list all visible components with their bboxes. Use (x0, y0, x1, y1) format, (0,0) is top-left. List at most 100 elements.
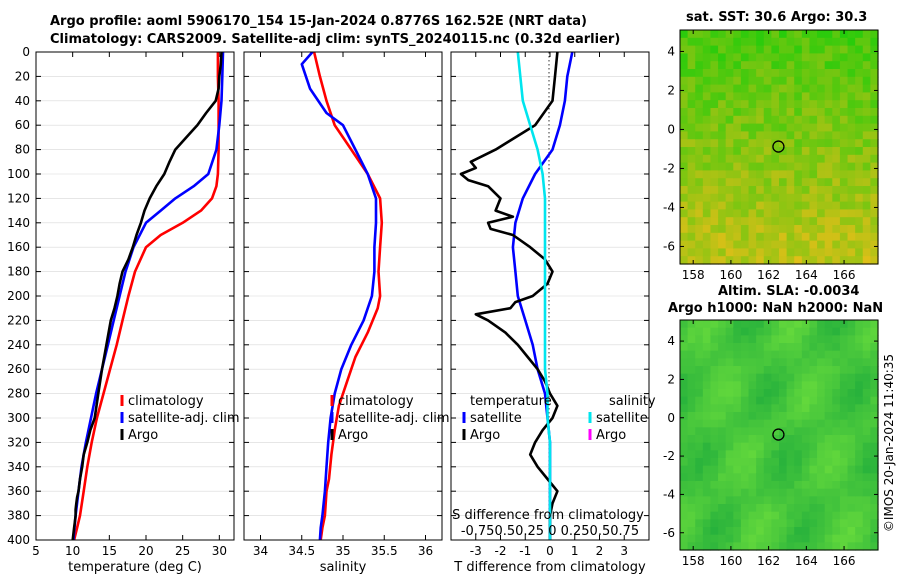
map-cell (794, 123, 803, 132)
map-cell (779, 488, 788, 497)
map-cell (786, 186, 795, 195)
map-cell (832, 256, 841, 265)
map-cell (718, 450, 727, 459)
map-cell (779, 327, 788, 336)
map-cell (756, 527, 765, 536)
map-cell (862, 519, 871, 528)
map-cell (680, 193, 689, 203)
map-cell (756, 76, 765, 86)
map-cell (756, 496, 765, 505)
map-cell (870, 84, 879, 93)
map-cell (855, 358, 864, 367)
map-cell (862, 527, 871, 536)
map-cell (695, 373, 704, 382)
map-cell (817, 178, 826, 187)
map-cell (771, 45, 780, 54)
map-cell (870, 373, 879, 382)
y-tick-label: 280 (7, 387, 30, 401)
map-cell (809, 381, 818, 390)
map-cell (740, 170, 750, 179)
map-cell (733, 84, 742, 93)
map-cell (862, 193, 871, 203)
map-cell (725, 201, 734, 210)
map-cell (870, 115, 879, 125)
map-cell (862, 162, 871, 171)
map-cell (832, 240, 841, 249)
map-cell (786, 53, 795, 62)
map-cell (862, 100, 871, 109)
map-cell (748, 419, 757, 428)
map-cell (809, 488, 818, 497)
map-cell (725, 404, 734, 413)
map-cell (832, 450, 841, 459)
map-cell (680, 123, 689, 132)
map-cell (740, 396, 750, 405)
map-cell (702, 53, 712, 62)
map-cell (817, 450, 826, 459)
map-cell (756, 193, 765, 203)
map-cell (855, 248, 864, 257)
map-cell (794, 404, 803, 413)
map-cell (809, 412, 818, 421)
map-cell (794, 232, 803, 242)
map-cell (862, 256, 871, 265)
map-cell (786, 419, 795, 428)
map-cell (702, 465, 712, 474)
map-cell (839, 373, 849, 382)
map-cell (725, 427, 734, 436)
map-cell (695, 61, 704, 70)
map-cell (771, 92, 780, 101)
map-cell (680, 139, 689, 148)
map-cell (824, 108, 833, 117)
map-cell (809, 496, 818, 505)
map-cell (733, 389, 742, 398)
map-cell (855, 61, 864, 70)
map-cell (733, 435, 742, 444)
x-tick-label: -2 (495, 544, 507, 558)
map-cell (702, 504, 712, 513)
map-cell (702, 404, 712, 413)
map-cell (756, 139, 765, 148)
map-cell (733, 496, 742, 505)
map-cell (794, 442, 803, 451)
map-cell (839, 504, 849, 513)
map-cell (794, 61, 803, 70)
map-cell (771, 465, 780, 474)
map-cell (832, 396, 841, 405)
map-cell (718, 327, 727, 336)
map-x-tick-label: 164 (795, 268, 818, 282)
map-cell (725, 225, 734, 234)
map-cell (817, 61, 826, 70)
legend-title-temperature: temperature (470, 394, 552, 409)
map-cell (817, 412, 826, 421)
map-cell (779, 170, 788, 179)
map-cell (710, 201, 719, 210)
map-cell (771, 458, 780, 467)
map-cell (725, 170, 734, 179)
map-cell (786, 389, 795, 398)
map-cell (855, 147, 864, 156)
map-cell (718, 534, 727, 543)
map-cell (862, 53, 871, 62)
map-cell (695, 240, 704, 249)
map-cell (817, 139, 826, 148)
map-cell (718, 201, 727, 210)
map-cell (862, 115, 871, 125)
map-cell (710, 320, 719, 329)
map-cell (740, 186, 750, 195)
map-cell (695, 201, 704, 210)
map-cell (801, 30, 811, 39)
map-cell (832, 147, 841, 156)
map-cell (839, 473, 849, 482)
map-cell (809, 320, 818, 329)
map-cell (702, 37, 712, 47)
map-cell (817, 69, 826, 78)
map-cell (817, 320, 826, 329)
map-cell (725, 53, 734, 62)
map-cell (763, 248, 772, 257)
map-cell (733, 76, 742, 86)
map-cell (817, 209, 826, 218)
map-cell (771, 442, 780, 451)
map-cell (809, 504, 818, 513)
map-cell (748, 496, 757, 505)
